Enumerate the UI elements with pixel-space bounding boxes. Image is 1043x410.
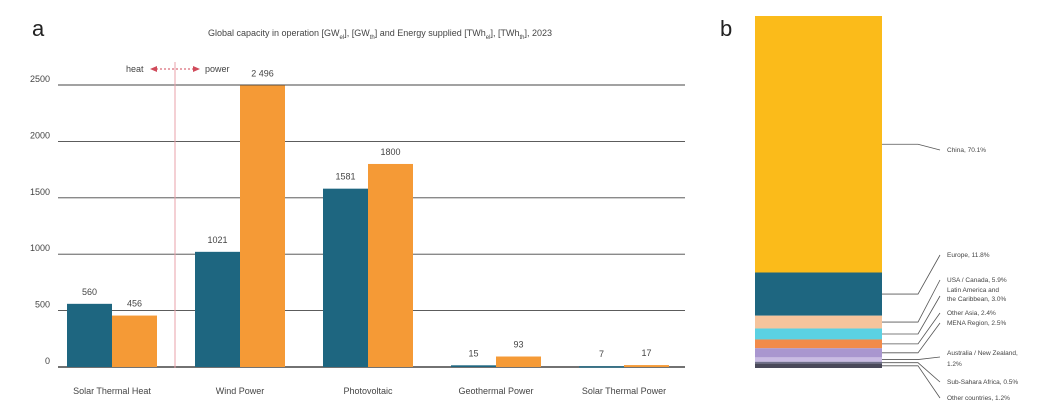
leader-line xyxy=(882,356,941,360)
stack-segment xyxy=(755,272,882,316)
bar-value-label: 15 xyxy=(468,348,478,358)
leader-line xyxy=(882,362,941,383)
segment-label: Other Asia, 2.4% xyxy=(947,310,996,317)
panel-b-letter: b xyxy=(720,16,732,41)
category-label: Solar Thermal Power xyxy=(582,386,666,396)
bar-value-label: 1021 xyxy=(207,235,227,245)
bar-value-label: 560 xyxy=(82,287,97,297)
segment-label: 1.2% xyxy=(947,361,962,368)
segment-label: China, 70.1% xyxy=(947,147,986,154)
bar xyxy=(496,356,541,367)
leader-line xyxy=(882,365,941,399)
segment-label: Europe, 11.8% xyxy=(947,252,990,259)
stack-segment xyxy=(755,339,882,349)
bar xyxy=(579,366,624,368)
bar xyxy=(323,188,368,367)
bar xyxy=(240,85,285,367)
stack-segment xyxy=(755,361,882,364)
bar xyxy=(67,303,112,367)
leader-line xyxy=(882,254,941,295)
chart-a-title: Global capacity in operation [GWel], [GW… xyxy=(208,28,552,41)
stack-segment xyxy=(755,348,882,358)
bar-value-label: 17 xyxy=(641,348,651,358)
heat-power-arrows xyxy=(150,66,200,72)
y-tick-label: 0 xyxy=(45,356,50,366)
stack-segment xyxy=(755,328,882,340)
bar-value-label: 456 xyxy=(127,299,142,309)
segment-labels: China, 70.1% Europe, 11.8% USA / Canada, 5… xyxy=(947,147,1018,402)
y-tick-label: 1000 xyxy=(30,243,50,253)
stack-segment xyxy=(755,16,882,273)
y-tick-label: 1500 xyxy=(30,187,50,197)
bars xyxy=(67,85,669,368)
y-tick-label: 2000 xyxy=(30,130,50,140)
panel-a-letter: a xyxy=(32,16,45,41)
bar xyxy=(451,365,496,367)
category-label: Geothermal Power xyxy=(458,386,533,396)
segment-label: Other countries, 1.2% xyxy=(947,395,1010,402)
arrow-left-head xyxy=(150,66,157,72)
bar xyxy=(112,315,157,367)
stack-segment xyxy=(755,357,882,362)
y-tick-label: 500 xyxy=(35,300,50,310)
heat-label: heat xyxy=(126,64,144,74)
bar xyxy=(624,365,669,367)
y-tick-label: 2500 xyxy=(30,74,50,84)
leader-line xyxy=(882,322,941,354)
bar-value-label: 93 xyxy=(513,340,523,350)
bar-value-labels: 560 456 1021 2 496 1581 1800 15 93 7 17 xyxy=(82,68,652,359)
stack-segment xyxy=(755,363,882,368)
category-label: Photovoltaic xyxy=(343,386,393,396)
bar-value-label: 1581 xyxy=(335,172,355,182)
bar-value-label: 1800 xyxy=(380,147,400,157)
stack-segment xyxy=(755,315,882,329)
category-labels: Solar Thermal Heat Wind Power Photovoltaic… xyxy=(73,386,666,396)
power-label: power xyxy=(205,64,230,74)
bar-value-label: 2 496 xyxy=(251,68,274,78)
stacked-bar xyxy=(755,16,882,368)
segment-label: USA / Canada, 5.9% xyxy=(947,277,1007,284)
segment-label: Latin America and xyxy=(947,287,999,294)
segment-label: Australia / New Zealand, xyxy=(947,350,1018,357)
segment-label: MENA Region, 2.5% xyxy=(947,320,1006,327)
leader-line xyxy=(882,295,941,335)
category-label: Solar Thermal Heat xyxy=(73,386,151,396)
arrow-right-head xyxy=(193,66,200,72)
leader-lines xyxy=(882,143,941,399)
segment-label: the Caribbean, 3.0% xyxy=(947,296,1006,303)
leader-line xyxy=(882,143,941,151)
category-label: Wind Power xyxy=(216,386,265,396)
segment-label: Sub-Sahara Africa, 0.5% xyxy=(947,379,1018,386)
bar-value-label: 7 xyxy=(599,349,604,359)
bar xyxy=(195,251,240,367)
leader-line xyxy=(882,279,941,323)
leader-line xyxy=(882,312,941,345)
bar xyxy=(368,163,413,367)
y-axis-ticks: 0 500 1000 1500 2000 2500 xyxy=(30,74,50,366)
